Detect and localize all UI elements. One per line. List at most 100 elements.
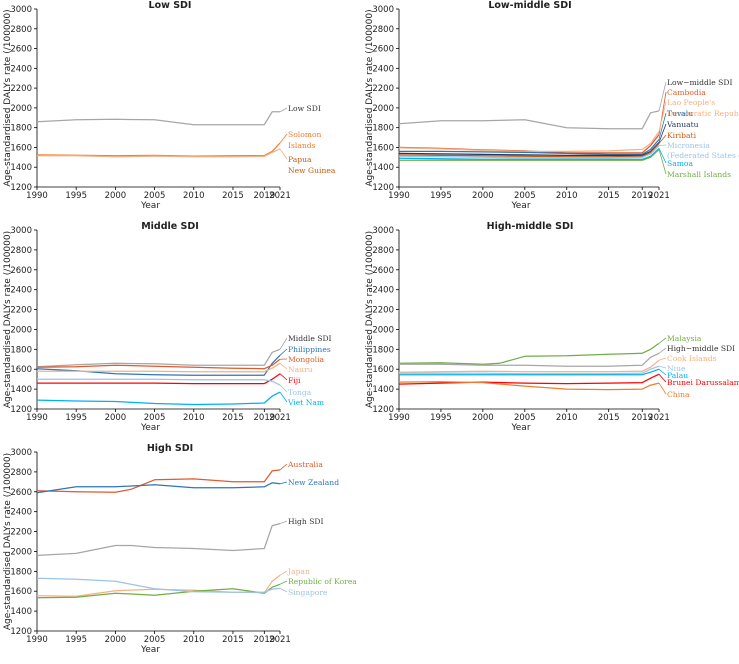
panel-low-middle-sdi-title: Low-middle SDI <box>488 0 571 11</box>
panel-high-sdi: High SDI12001400160018002000220024002600… <box>3 443 357 655</box>
panel-low-middle-sdi-label-cambodia: Cambodia <box>667 88 706 97</box>
panel-high-middle-sdi-leader-cook-islands <box>659 358 666 360</box>
panel-low-middle-sdi-y-tick-label: 1400 <box>372 163 394 173</box>
panel-middle-sdi-leader-philippines <box>280 349 287 355</box>
panel-low-sdi-x-tick-label: 1995 <box>65 191 87 201</box>
panel-middle-sdi-x-tick-label: 2010 <box>183 413 205 423</box>
panel-high-sdi-label-australia: Australia <box>287 460 323 469</box>
panel-low-sdi-y-tick-label: 2600 <box>10 45 32 55</box>
panel-low-middle-sdi-x-tick-label: 2015 <box>598 191 620 201</box>
panel-middle-sdi-y-tick-label: 1800 <box>10 345 32 355</box>
panel-low-middle-sdi-y-tick-label: 1600 <box>372 143 394 153</box>
panel-low-sdi-label-low-sdi: Low SDI <box>288 104 321 113</box>
panel-high-middle-sdi-leader-china <box>659 383 666 394</box>
panel-high-middle-sdi-series-malaysia <box>399 343 659 364</box>
panel-low-middle-sdi-y-tick-label: 1800 <box>372 124 394 134</box>
panel-middle-sdi-y-tick-label: 2200 <box>10 306 32 316</box>
panel-low-middle-sdi-series-tuvalu <box>399 140 659 155</box>
panel-low-middle-sdi-label-samoa: Samoa <box>667 159 694 168</box>
panel-high-sdi-label-singapore: Singapore <box>288 588 328 597</box>
panel-low-sdi-y-axis-label: Age-standardised DALYs rate (/100000) <box>3 9 13 186</box>
panel-high-middle-sdi-y-tick-label: 1600 <box>372 365 394 375</box>
panel-middle-sdi-label-viet-nam: Viet Nam <box>287 398 324 407</box>
panel-middle-sdi-x-tick-label: 2005 <box>144 413 166 423</box>
panel-high-middle-sdi-leader-palau <box>659 369 666 375</box>
panel-high-sdi-x-tick-label: 2005 <box>144 635 166 645</box>
panel-high-middle-sdi-x-tick-label: 2010 <box>556 413 578 423</box>
panel-low-middle-sdi-x-tick-label: 1990 <box>388 191 410 201</box>
panel-low-middle-sdi-series-low-middle-sdi <box>399 111 659 129</box>
panel-high-sdi-y-axis-label: Age-standardised DALYs rate (/100000) <box>3 453 13 630</box>
panel-high-middle-sdi-x-tick-label: 2005 <box>514 413 536 423</box>
panel-high-sdi-y-tick-label: 2400 <box>10 508 32 518</box>
panel-low-sdi-y-tick-label: 1400 <box>10 163 32 173</box>
panel-high-middle-sdi-y-tick-label: 2600 <box>372 266 394 276</box>
panel-low-middle-sdi-label-vanuatu: Vanuatu <box>666 120 699 129</box>
panel-middle-sdi-y-tick-label: 1600 <box>10 365 32 375</box>
panel-high-sdi-leader-republic-of-korea <box>280 581 287 584</box>
panel-low-middle-sdi-x-tick-label: 2010 <box>556 191 578 201</box>
panel-high-sdi-series-australia <box>37 470 280 492</box>
panel-middle-sdi-label-philippines: Philippines <box>288 345 331 354</box>
panel-low-middle-sdi-label-marshall-islands: Marshall Islands <box>667 170 731 179</box>
panel-high-middle-sdi-series-brunei-darussalam <box>399 374 659 384</box>
panel-low-sdi-y-tick-label: 1800 <box>10 124 32 134</box>
panel-low-sdi-x-axis-label: Year <box>140 201 160 211</box>
panel-middle-sdi-label-fiji: Fiji <box>288 376 301 385</box>
panel-high-middle-sdi-label-malaysia: Malaysia <box>667 334 702 343</box>
panel-low-middle-sdi-x-tick-label: 2005 <box>514 191 536 201</box>
panel-high-sdi-title: High SDI <box>147 443 193 454</box>
panel-middle-sdi-label-mongolia: Mongolia <box>288 355 325 364</box>
panel-high-middle-sdi-leader-niue <box>659 366 666 368</box>
panel-middle-sdi-label-nauru: Nauru <box>288 365 313 374</box>
panel-high-sdi-leader-high-sdi <box>280 521 287 524</box>
panel-low-middle-sdi-y-tick-label: 2600 <box>372 45 394 55</box>
panel-high-sdi-leader-japan <box>280 571 287 575</box>
panel-low-middle-sdi-y-tick-label: 2800 <box>372 25 394 35</box>
panel-low-middle-sdi-x-tick-label: 1995 <box>430 191 452 201</box>
panel-middle-sdi-label-tonga: Tonga <box>288 388 312 397</box>
panel-middle-sdi-leader-nauru <box>280 363 287 369</box>
panel-middle-sdi-title: Middle SDI <box>141 221 199 232</box>
panel-low-sdi-y-tick-label: 2800 <box>10 25 32 35</box>
panel-high-middle-sdi-y-tick-label: 1800 <box>372 345 394 355</box>
panel-low-sdi-label-papua-new-guinea: Papua <box>288 155 312 164</box>
panel-middle-sdi-leader-viet-nam <box>280 392 287 402</box>
panel-high-sdi-label-high-sdi: High SDI <box>288 517 324 526</box>
panel-low-sdi-label-papua-new-guinea: New Guinea <box>288 166 336 175</box>
panel-high-middle-sdi-series-niue <box>399 366 659 374</box>
panel-high-middle-sdi-title: High-middle SDI <box>487 221 574 232</box>
panel-high-middle-sdi-x-tick-label: 2000 <box>472 413 494 423</box>
panel-high-sdi-x-axis-label: Year <box>140 645 160 655</box>
panel-middle-sdi-y-axis-label: Age-standardised DALYs rate (/100000) <box>3 231 13 408</box>
panel-high-middle-sdi-leader-high-middle-sdi <box>659 348 666 353</box>
panel-middle-sdi-y-tick-label: 2600 <box>10 266 32 276</box>
panel-high-middle-sdi-y-tick-label: 2400 <box>372 286 394 296</box>
panel-middle-sdi-x-tick-label: 2021 <box>269 413 291 423</box>
panel-middle-sdi-leader-tonga <box>280 385 287 392</box>
panel-high-middle-sdi-x-tick-label: 2015 <box>598 413 620 423</box>
panel-high-middle-sdi-y-axis-label: Age-standardised DALYs rate (/100000) <box>365 231 375 408</box>
panel-high-middle-sdi-leader-brunei-darussalam <box>659 374 666 382</box>
panel-high-middle-sdi-x-tick-label: 1990 <box>388 413 410 423</box>
panel-low-sdi-y-tick-label: 1600 <box>10 143 32 153</box>
panel-high-sdi-leader-singapore <box>280 588 287 592</box>
panel-middle-sdi-y-tick-label: 1400 <box>10 385 32 395</box>
panel-low-middle-sdi-y-tick-label: 2000 <box>372 104 394 114</box>
panel-middle-sdi-x-axis-label: Year <box>140 423 160 433</box>
panel-low-middle-sdi-label-tuvalu: Tuvalu <box>667 109 693 118</box>
panel-high-middle-sdi-x-tick-label: 2021 <box>648 413 670 423</box>
panel-high-sdi-label-japan: Japan <box>287 567 310 576</box>
panel-high-sdi-y-tick-label: 1400 <box>10 607 32 617</box>
panel-low-middle-sdi-x-axis-label: Year <box>510 201 530 211</box>
panel-high-sdi-y-tick-label: 3000 <box>10 448 32 458</box>
panel-high-middle-sdi-label-brunei-darussalam: Brunei Darussalam <box>667 378 739 387</box>
panel-high-sdi-x-tick-label: 2015 <box>222 635 244 645</box>
panel-high-sdi-x-tick-label: 2021 <box>269 635 291 645</box>
panel-low-sdi-x-tick-label: 2010 <box>183 191 205 201</box>
panel-low-sdi-x-tick-label: 2015 <box>222 191 244 201</box>
panel-high-sdi-y-tick-label: 2800 <box>10 468 32 478</box>
panel-high-middle-sdi-y-tick-label: 1400 <box>372 385 394 395</box>
panel-high-sdi-series-japan <box>37 575 280 596</box>
panel-middle-sdi-series-middle-sdi <box>37 349 280 366</box>
